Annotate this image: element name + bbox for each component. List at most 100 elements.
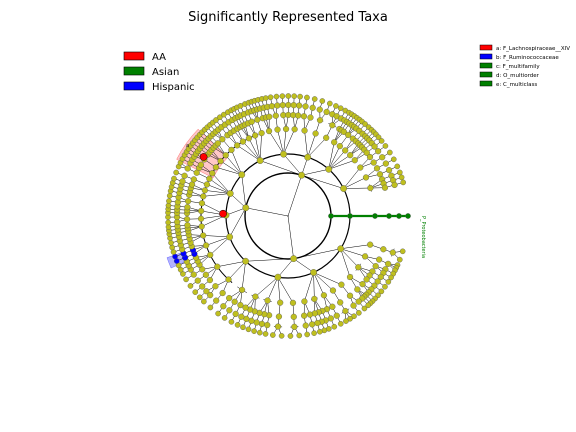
taxon-node (291, 126, 298, 133)
taxon-node (274, 126, 281, 133)
taxon-node (340, 128, 347, 135)
taxon-node (219, 289, 226, 297)
taxon-node (207, 292, 214, 299)
taxon-node (217, 157, 224, 165)
taxon-node (289, 299, 297, 306)
chart-title: Significantly Represented Taxa (188, 10, 388, 25)
branch-line (255, 276, 279, 297)
taxon-node (388, 274, 394, 281)
taxon-node (310, 269, 317, 276)
branch-line (307, 137, 327, 158)
taxon-node (166, 192, 173, 199)
ring-level-1 (244, 172, 332, 260)
taxon-node (301, 127, 308, 134)
taxon-node (242, 304, 249, 311)
taxon-node (252, 132, 259, 139)
taxon-node (197, 215, 205, 222)
taxon-node (213, 117, 219, 123)
taxon-node (254, 116, 261, 123)
aa-node (199, 153, 208, 161)
taxon-node (179, 178, 186, 185)
taxon-node (206, 175, 213, 182)
taxon-node (212, 283, 219, 290)
taxon-node (280, 150, 287, 158)
branch-line (328, 160, 355, 170)
taxon-node (262, 331, 269, 337)
taxon-node (171, 175, 177, 182)
taxon-node (320, 292, 328, 299)
taxon-node (242, 257, 250, 265)
branch-line (277, 258, 294, 278)
taxon-node (361, 253, 369, 260)
taxon-node (351, 313, 357, 320)
taxon-node (203, 242, 210, 249)
taxon-node (405, 213, 411, 219)
taxon-node (301, 298, 308, 305)
branch-line (287, 215, 294, 259)
taxon-node (382, 143, 389, 149)
proteobacteria-label: P_Proteobacteria (420, 216, 426, 258)
taxon-node (198, 207, 205, 215)
taxon-node (319, 98, 326, 104)
branch-line (304, 130, 308, 158)
taxon-node (399, 248, 406, 255)
branch-line (241, 174, 247, 208)
taxon-node (198, 200, 206, 207)
taxon-node (238, 286, 246, 293)
branch-line (340, 244, 371, 249)
taxon-node (314, 319, 321, 327)
branch-line (343, 187, 371, 189)
taxon-node (183, 276, 189, 283)
taxon-node (309, 321, 316, 328)
taxon-node (197, 161, 205, 168)
taxon-node (279, 102, 286, 109)
branch-line (267, 277, 279, 301)
taxon-node (333, 312, 340, 319)
taxon-node (184, 198, 192, 205)
taxon-node (184, 204, 191, 211)
taxon-node (215, 310, 221, 317)
taxon-node (347, 213, 353, 219)
taxon-node (248, 118, 255, 125)
taxon-node (340, 185, 347, 192)
taxon-node (253, 319, 260, 326)
taxon-node (264, 297, 271, 304)
branch-line (301, 169, 329, 176)
branch-line (287, 175, 302, 217)
taxon-node (262, 95, 269, 101)
branch-line (277, 277, 281, 303)
branch-line (237, 145, 261, 161)
branch-line (283, 128, 287, 155)
taxon-node (232, 310, 239, 317)
taxon-node (183, 216, 191, 223)
taxon-node (300, 113, 308, 120)
taxon-node (345, 131, 352, 138)
taxon-node (291, 93, 298, 99)
branch-line (225, 155, 242, 175)
taxon-node (264, 321, 271, 329)
taxon-node (370, 159, 377, 166)
taxon-node (226, 294, 233, 302)
taxon-node (316, 106, 323, 113)
taxon-node (190, 176, 197, 183)
taxon-node (242, 204, 250, 212)
taxon-node (265, 127, 273, 135)
taxon-node (329, 122, 336, 129)
taxon-node (302, 322, 309, 329)
branch-line (241, 261, 246, 290)
branch-line (242, 141, 261, 161)
taxon-node (355, 264, 362, 271)
taxon-node (267, 94, 274, 101)
taxon-node (333, 103, 339, 109)
taxon-node (193, 169, 200, 176)
taxon-node (297, 93, 303, 100)
taxon-node (366, 153, 374, 161)
taxon-node (378, 288, 385, 295)
taxon-node (184, 222, 191, 229)
taxon-node (201, 298, 207, 305)
taxon-node (391, 181, 398, 189)
taxon-node (311, 96, 318, 102)
taxon-node (214, 263, 221, 270)
taxon-node (295, 112, 302, 119)
taxon-node (290, 102, 297, 109)
